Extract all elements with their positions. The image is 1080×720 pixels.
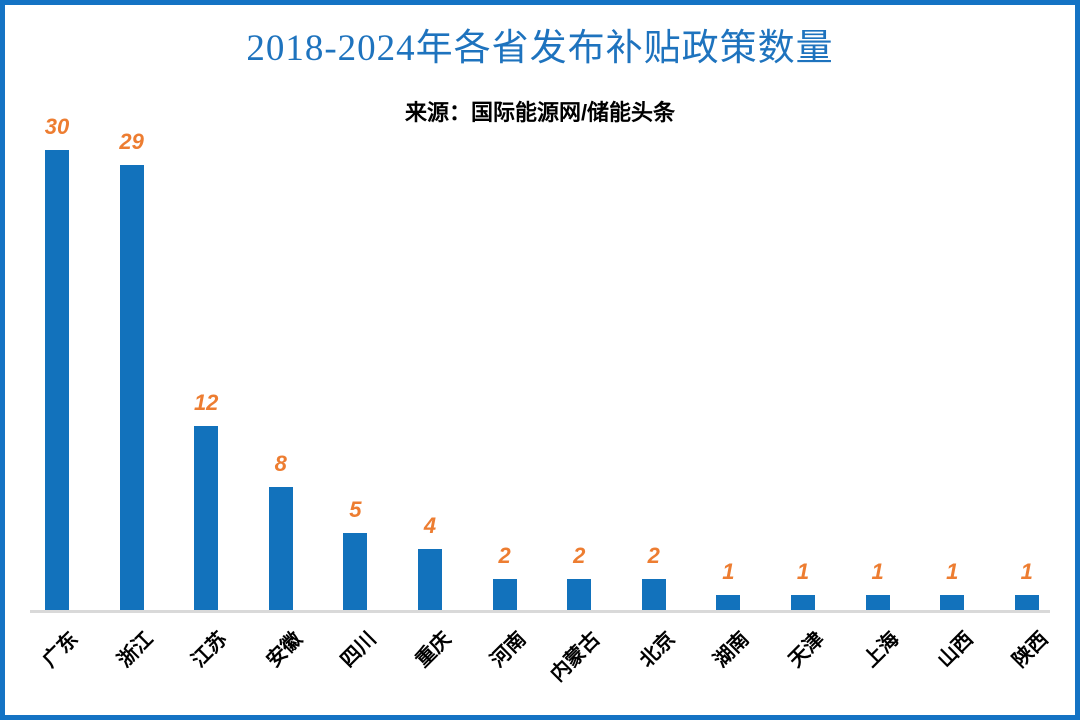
x-axis-label: 北京 bbox=[635, 628, 680, 672]
bar bbox=[343, 533, 368, 610]
x-axis-label: 山西 bbox=[933, 628, 978, 672]
x-axis-label: 湖南 bbox=[710, 628, 754, 672]
chart-title: 2018-2024年各省发布补贴政策数量 bbox=[246, 28, 834, 69]
x-axis-label: 上海 bbox=[859, 628, 904, 672]
bar bbox=[418, 549, 442, 610]
bar-value-label: 1 bbox=[946, 559, 959, 584]
bar bbox=[194, 426, 219, 610]
bar-value-label: 12 bbox=[193, 390, 219, 415]
x-axis-label: 广东 bbox=[38, 628, 83, 672]
bar bbox=[791, 595, 815, 610]
x-axis-label: 重庆 bbox=[411, 628, 456, 672]
x-axis-label: 天津 bbox=[784, 628, 829, 672]
bar bbox=[940, 595, 965, 610]
bar-value-label: 1 bbox=[722, 559, 735, 584]
bar-value-label: 2 bbox=[573, 543, 586, 568]
bar bbox=[1014, 595, 1039, 610]
bar bbox=[119, 165, 144, 610]
bar-value-label: 1 bbox=[871, 559, 884, 584]
x-axis-label: 浙江 bbox=[113, 628, 158, 672]
x-axis-label: 内蒙古 bbox=[546, 628, 605, 686]
bar-value-label: 5 bbox=[349, 497, 362, 522]
bar-value-label: 2 bbox=[647, 543, 660, 568]
bar-value-label: 1 bbox=[796, 559, 810, 584]
x-axis-label: 陕西 bbox=[1008, 628, 1053, 672]
bar bbox=[641, 579, 666, 610]
bar-value-label: 30 bbox=[44, 114, 70, 139]
x-axis-line bbox=[30, 610, 1050, 613]
bar bbox=[45, 150, 69, 610]
bar-value-label: 2 bbox=[498, 543, 511, 568]
bar bbox=[492, 579, 517, 610]
bar bbox=[268, 487, 293, 610]
bar-value-label: 8 bbox=[274, 451, 287, 476]
bar bbox=[865, 595, 890, 610]
x-axis-label: 河南 bbox=[486, 628, 531, 672]
bar bbox=[567, 579, 592, 610]
bar-value-label: 1 bbox=[1020, 559, 1033, 584]
bar-value-label: 29 bbox=[119, 129, 144, 154]
chart-subtitle: 来源：国际能源网/储能头条 bbox=[404, 100, 676, 125]
bar bbox=[716, 595, 741, 610]
bar-chart-plot-area: 30 29 12 8 5 4 2 2 2 1 1 1 1 1 广东 浙江 江苏 安徽 四川 重庆 河南 内蒙古 北京 湖南天… bbox=[5, 5, 1075, 715]
x-axis-label: 安徽 bbox=[262, 628, 307, 672]
bar-value-label: 4 bbox=[423, 513, 437, 538]
x-axis-label: 江苏 bbox=[187, 628, 232, 672]
x-axis-label: 四川 bbox=[337, 628, 381, 672]
